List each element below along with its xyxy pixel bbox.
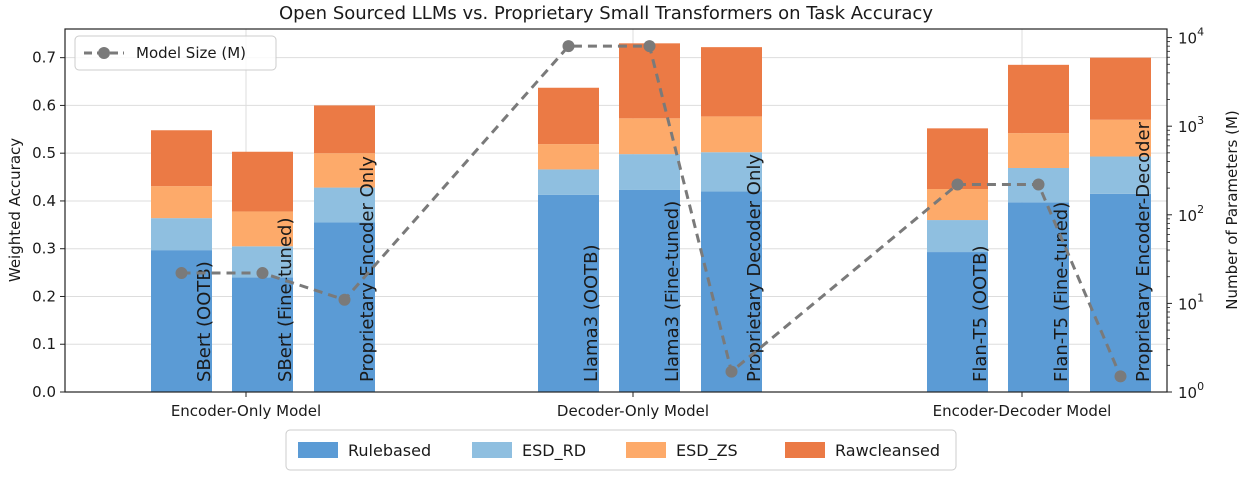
plot-frame [64,28,1168,393]
bar-legend-box [285,429,957,471]
bar-label-ootb: Flan-T5 (OOTB) [970,245,991,382]
line-legend-box [74,35,277,71]
y-tick-label: 0.5 [32,144,56,162]
x-axis: Encoder-Only Model Decoder-Only Model Enco… [171,392,1112,420]
bar-segment-rulebased [314,222,375,392]
bar-segment-rulebased [619,189,680,392]
bar-label-ootb: Llama3 (OOTB) [581,244,602,382]
right-tick-label: 100 [1178,380,1204,402]
y-tick-label: 0.0 [32,383,56,401]
bar-labels: SBert (OOTB) SBert (Fine-tuned) Proprietar… [194,121,1154,382]
bar-segment-esd-rd [701,152,762,192]
right-axis-label: Number of Parameters (M) [1223,110,1241,310]
y-tick-label: 0.4 [32,192,56,210]
bar-segment-rulebased [701,191,762,392]
model-size-point [951,178,964,191]
bar-segment-rulebased [927,252,988,392]
bar-segment-rawcleansed [151,130,212,187]
right-axis: 100 101 102 103 104 [1167,26,1204,402]
bar-segment-esd-zs [314,153,375,188]
legend-swatch-rawcleansed [785,442,825,458]
model-size-point [725,365,738,378]
model-size-point [175,267,188,280]
x-tick-label: Encoder-Only Model [171,402,321,420]
chart-title: Open Sourced LLMs vs. Proprietary Small … [279,3,933,24]
bar-label-proprietary: Proprietary Encoder Only [357,156,378,382]
model-size-point [338,293,351,306]
y-tick-label: 0.6 [32,96,56,114]
bar-segment-rawcleansed [701,47,762,117]
bar-label-fine-tuned: SBert (Fine-tuned) [275,218,296,382]
x-tick-label: Encoder-Decoder Model [933,402,1112,420]
bar-label-fine-tuned: Flan-T5 (Fine-tuned) [1051,202,1072,382]
bar-segment-rulebased [538,194,599,392]
bar-segment-esd-zs [538,144,599,170]
y-tick-label: 0.1 [32,335,56,353]
line-legend-marker [98,47,110,59]
legend-label: ESD_RD [522,441,586,461]
line-legend: Model Size (M) [74,35,277,71]
legend-swatch-rulebased [298,442,338,458]
model-size-point [256,267,269,280]
right-tick-label: 104 [1178,26,1204,48]
legend-label: Rulebased [348,441,431,460]
bar-segment-esd-rd [619,154,680,190]
bar-segment-esd-rd [151,218,212,251]
model-size-point [1114,370,1127,383]
x-tick-label: Decoder-Only Model [557,402,709,420]
bar-label-proprietary: Proprietary Decoder Only [744,154,765,382]
y-tick-label: 0.7 [32,49,56,67]
bar-segment-esd-zs [1008,133,1069,168]
model-size-point [562,40,575,53]
bar-segment-esd-rd [1090,156,1151,194]
line-legend-label: Model Size (M) [136,44,246,62]
bar-segment-rawcleansed [1008,64,1069,134]
bar-segment-esd-zs [1090,119,1151,157]
bar-segment-esd-zs [927,189,988,221]
bar-label-fine-tuned: Llama3 (Fine-tuned) [662,201,683,382]
grid [65,29,1167,393]
bar-segment-esd-rd [538,169,599,195]
bar-segment-esd-zs [701,116,762,153]
bars [151,43,1151,392]
bar-segment-rawcleansed [619,43,680,119]
bar-segment-rawcleansed [314,105,375,154]
right-tick-label: 101 [1178,291,1204,313]
right-tick-label: 102 [1178,203,1204,225]
bar-label-ootb: SBert (OOTB) [194,261,215,382]
legend-swatch-esd-rd [472,442,512,458]
legend-swatch-esd-zs [626,442,666,458]
legend-label: Rawcleansed [835,441,940,460]
legend-label: ESD_ZS [676,441,738,461]
bar-segment-esd-rd [314,187,375,223]
bar-segment-rulebased [1090,193,1151,392]
y-tick-label: 0.3 [32,240,56,258]
bar-segment-esd-zs [151,186,212,219]
bar-segment-rawcleansed [538,87,599,145]
bar-segment-rawcleansed [232,151,293,212]
bar-segment-esd-zs [232,211,293,247]
bar-segment-rulebased [232,277,293,392]
model-size-line [175,40,1127,383]
right-tick-label: 103 [1178,114,1204,136]
model-size-point [1032,178,1045,191]
bar-label-proprietary: Proprietary Encoder-Decoder [1133,121,1154,382]
bar-legend: Rulebased ESD_RD ESD_ZS Rawcleansed [285,429,957,471]
y-axis-label: Weighted Accuracy [6,138,24,282]
left-axis: 0.0 0.1 0.2 0.3 0.4 0.5 0.6 0.7 [32,49,65,401]
bar-segment-esd-rd [927,220,988,253]
model-size-point [643,40,656,53]
bar-segment-rawcleansed [1090,57,1151,120]
y-tick-label: 0.2 [32,287,56,305]
